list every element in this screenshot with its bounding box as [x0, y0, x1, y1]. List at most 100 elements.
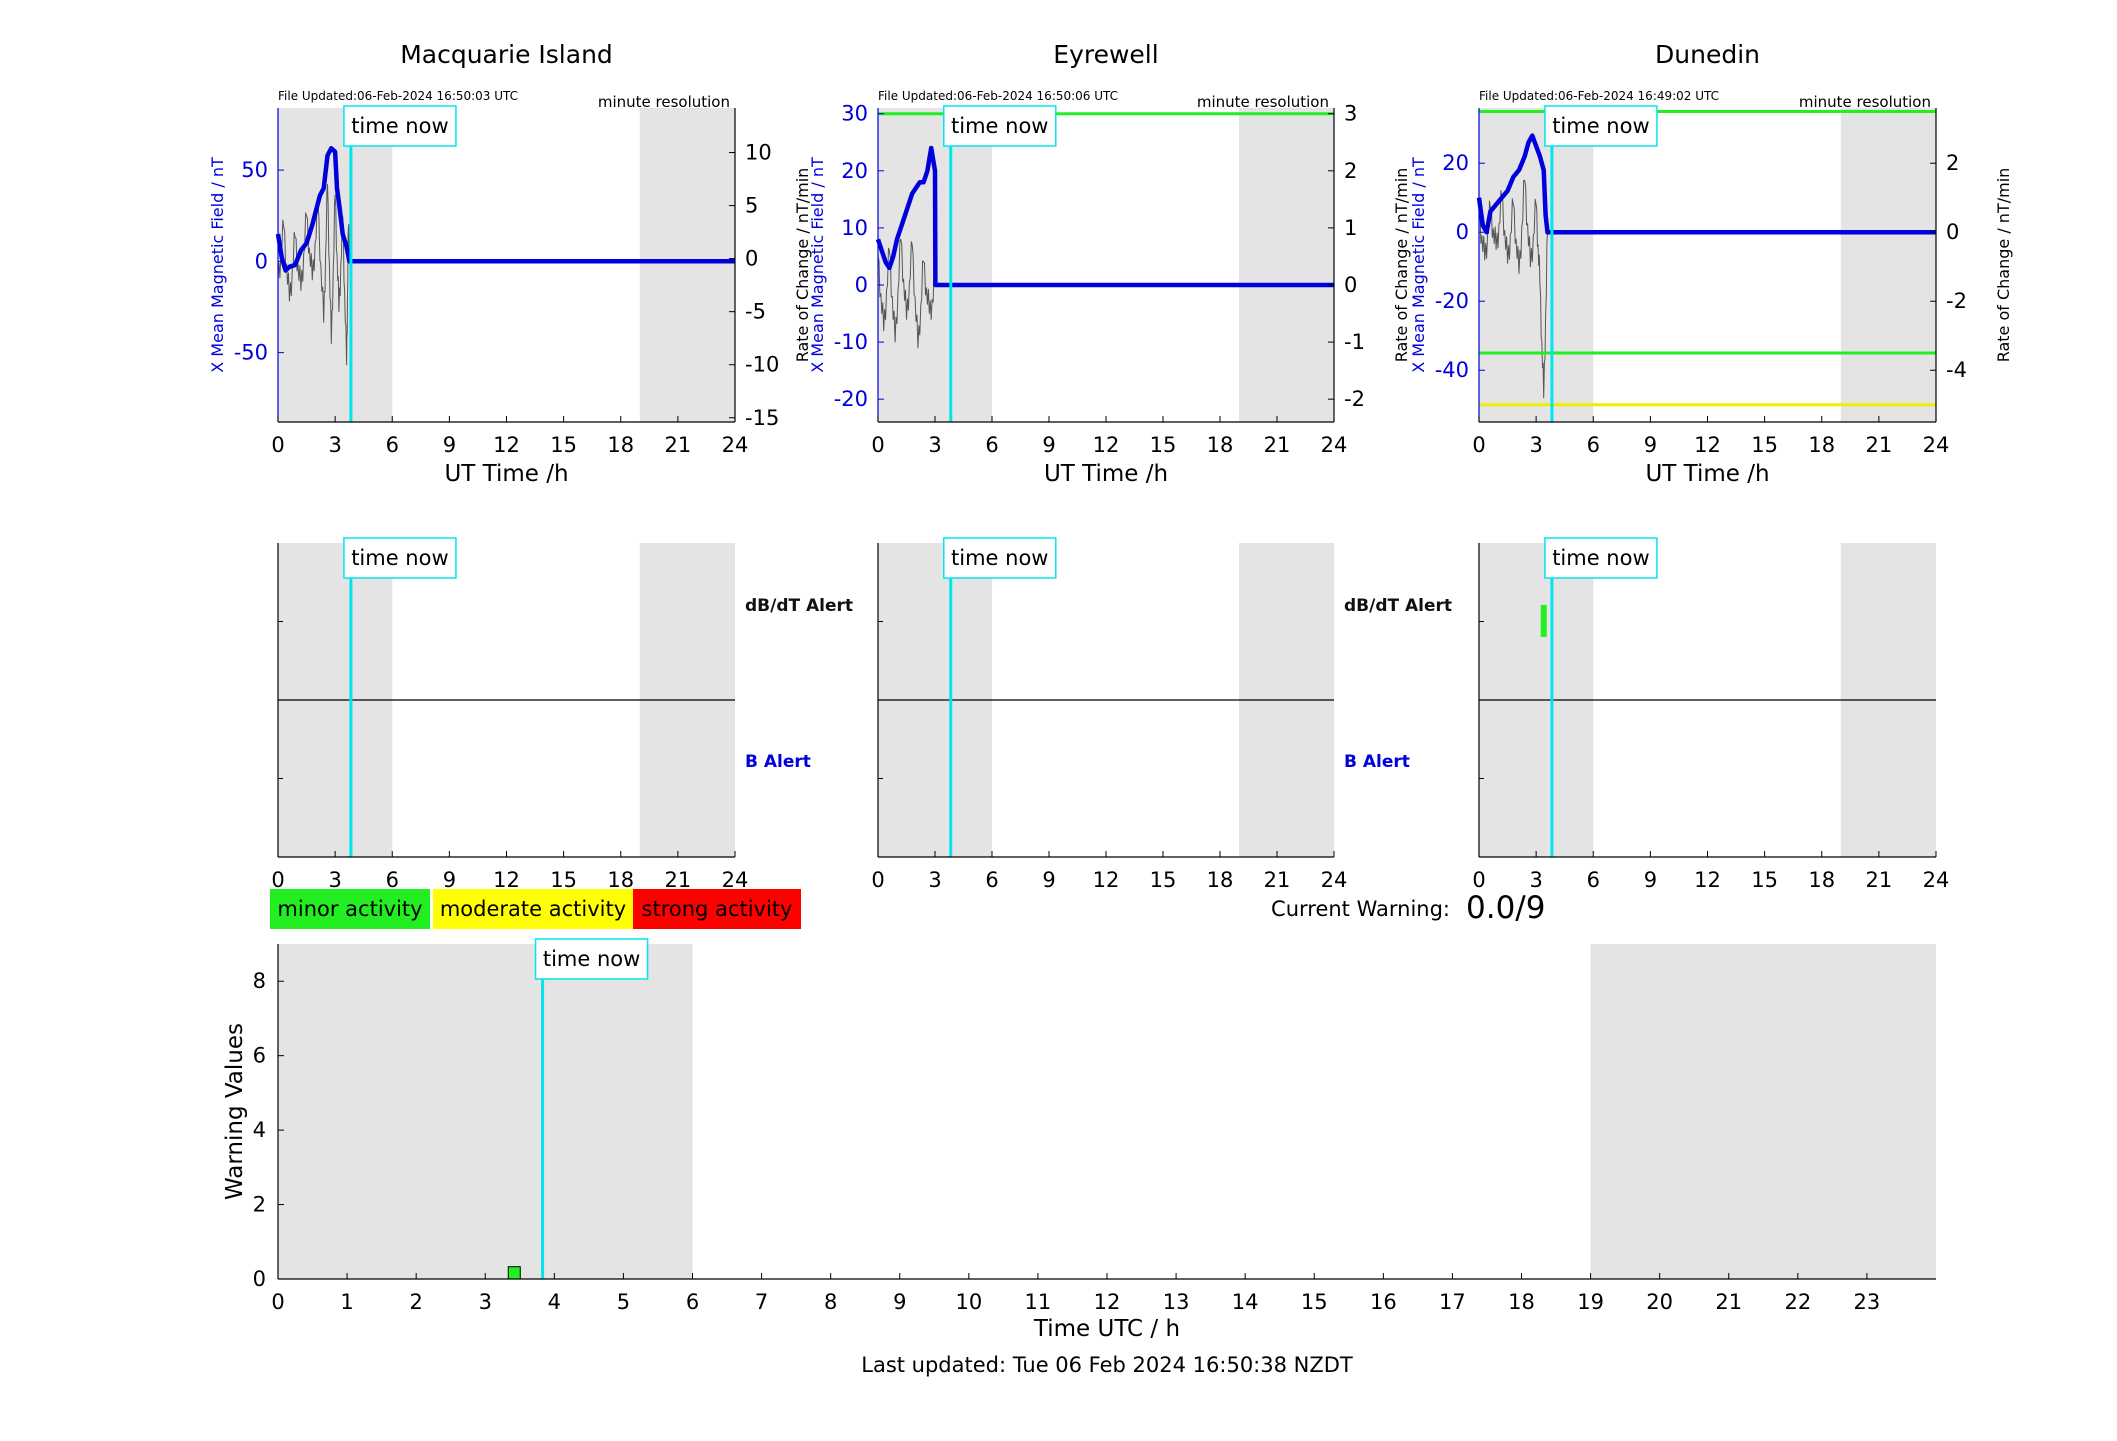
x-tick-label: 12 [1694, 433, 1721, 457]
warning-y-tick-label: 8 [253, 969, 266, 993]
alert-panel-dunedin: time now 0 3 6 9 12 15 18 21 24 [1472, 537, 1950, 892]
legend-strong-label: strong activity [642, 897, 793, 921]
x-tick-label: 24 [1923, 868, 1950, 892]
night-shading [1840, 108, 1936, 422]
y-tick-label-right: -2 [1946, 289, 1967, 313]
b-field-line [275, 145, 735, 273]
y-tick-label-left: 20 [841, 159, 868, 183]
time-now-label: time now [943, 537, 1057, 579]
x-tick-label: 6 [985, 433, 998, 457]
x-tick-label: 2 [409, 1290, 422, 1314]
x-tick-label: 3 [328, 868, 341, 892]
x-tick-label: 21 [1264, 868, 1291, 892]
legend-strong-swatch [633, 889, 801, 929]
x-tick-label: 6 [1587, 433, 1600, 457]
y-tick-label-right: -1 [1344, 330, 1365, 354]
x-tick-label: 15 [550, 433, 577, 457]
night-shading [639, 108, 735, 422]
x-tick-label: 7 [755, 1290, 768, 1314]
time-now-label-box [943, 537, 1057, 579]
station-panel-eyrewell: Eyrewell File Updated:06-Feb-2024 16:50:0… [808, 40, 1411, 487]
y-tick-label-right: -5 [745, 300, 766, 324]
x-tick-label: 15 [1751, 868, 1778, 892]
x-tick-label: 17 [1439, 1290, 1466, 1314]
x-tick-label: 3 [1529, 868, 1542, 892]
time-now-label-box [343, 537, 457, 579]
x-tick-label: 11 [1025, 1290, 1052, 1314]
legend-strong: strong activity [633, 889, 801, 929]
x-tick-label: 18 [607, 868, 634, 892]
time-now-label: time now [1544, 537, 1658, 579]
x-tick-label: 21 [665, 433, 692, 457]
legend-minor-swatch [270, 889, 430, 929]
night-shading [278, 944, 693, 1279]
y-tick-label-right: -2 [1344, 387, 1365, 411]
x-tick-label: 21 [1866, 433, 1893, 457]
time-now-label-box [1544, 105, 1658, 147]
legend-moderate-label: moderate activity [440, 897, 626, 921]
x-tick-label: 12 [1093, 868, 1120, 892]
y-tick-label-left: -20 [834, 387, 868, 411]
b-alert-label: B Alert [745, 752, 811, 772]
time-now-label-box [1544, 537, 1658, 579]
b-field-line [875, 145, 1334, 288]
x-tick-label: 23 [1854, 1290, 1881, 1314]
warning-y-axis-title: Warning Values [222, 1023, 248, 1200]
x-tick-label: 24 [722, 868, 749, 892]
x-tick-label: 4 [548, 1290, 561, 1314]
x-tick-label: 24 [1321, 868, 1348, 892]
b-alert-label: B Alert [1344, 752, 1410, 772]
y-tick-label-left: -10 [834, 330, 868, 354]
y-axis-title-left: X Mean Magnetic Field / nT [1409, 157, 1428, 373]
y-tick-label-left: -20 [1435, 289, 1469, 313]
time-now-label: time now [534, 938, 649, 980]
y-tick-label-right: 3 [1344, 102, 1357, 126]
x-tick-label: 0 [271, 1290, 284, 1314]
last-updated-text: Last updated: Tue 06 Feb 2024 16:50:38 N… [861, 1353, 1353, 1377]
dbdt-alert-label: dB/dT Alert [745, 596, 853, 616]
y-tick-label-right: 0 [745, 247, 758, 271]
x-tick-label: 6 [985, 868, 998, 892]
x-tick-label: 20 [1646, 1290, 1673, 1314]
time-now-label-text: time now [543, 947, 640, 971]
x-tick-label: 12 [1094, 1290, 1121, 1314]
x-tick-label: 12 [493, 868, 520, 892]
x-tick-label: 6 [386, 433, 399, 457]
x-tick-label: 21 [1264, 433, 1291, 457]
y-tick-label-right: 5 [745, 194, 758, 218]
x-tick-label: 9 [443, 433, 456, 457]
dbdt-alert-label: dB/dT Alert [1344, 596, 1452, 616]
b-field-line [1476, 133, 1936, 235]
x-tick-label: 1 [340, 1290, 353, 1314]
time-now-label-text: time now [351, 546, 448, 570]
y-axis-title-left: X Mean Magnetic Field / nT [208, 157, 227, 373]
station-title: Macquarie Island [400, 40, 613, 69]
current-warning-value: 0.0/9 [1466, 890, 1545, 926]
y-axis-title-right: Rate of Change / nT/min [1392, 168, 1411, 363]
y-tick-label-left: 0 [255, 249, 268, 273]
x-axis-title: UT Time /h [1645, 461, 1769, 487]
y-tick-label-left: 50 [241, 158, 268, 182]
warning-y-tick-label: 2 [253, 1193, 266, 1217]
file-updated-text: File Updated:06-Feb-2024 16:50:03 UTC [278, 89, 518, 103]
file-updated-text: File Updated:06-Feb-2024 16:50:06 UTC [878, 89, 1118, 103]
x-tick-label: 22 [1784, 1290, 1811, 1314]
y-tick-label-right: 2 [1344, 159, 1357, 183]
time-now-label-box [534, 938, 649, 980]
alert-panel-macquarie-island: time now 0 3 6 9 12 15 18 21 24 dB/dT Alert B Alert [271, 537, 853, 892]
x-tick-label: 6 [386, 868, 399, 892]
x-axis-title: UT Time /h [1044, 461, 1168, 487]
x-tick-label: 8 [824, 1290, 837, 1314]
y-tick-label-right: 0 [1946, 220, 1959, 244]
y-tick-label-left: 0 [1456, 220, 1469, 244]
y-tick-label-right: 2 [1946, 151, 1959, 175]
warning-y-tick-label: 4 [253, 1118, 266, 1142]
x-tick-label: 3 [479, 1290, 492, 1314]
x-tick-label: 12 [1093, 433, 1120, 457]
y-tick-label-right: 10 [745, 141, 772, 165]
y-axis-title-right: Rate of Change / nT/min [1994, 168, 2013, 363]
time-now-label: time now [343, 105, 457, 147]
x-tick-label: 9 [1042, 868, 1055, 892]
